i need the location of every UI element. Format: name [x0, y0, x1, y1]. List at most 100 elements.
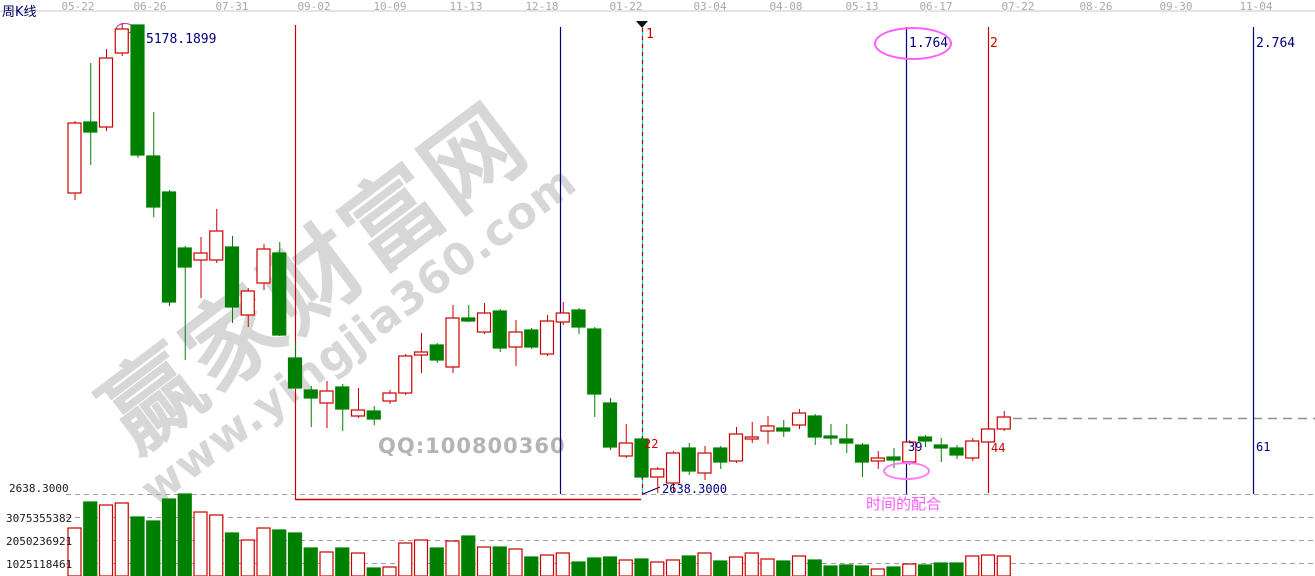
candle	[697, 452, 712, 474]
volume-bar	[697, 552, 712, 576]
candle	[492, 310, 507, 349]
candle	[744, 436, 759, 440]
volume-bar	[933, 562, 948, 576]
date-tick-label: 11-13	[449, 0, 483, 13]
candle	[287, 357, 303, 389]
volume-bar	[272, 529, 287, 576]
volume-bar	[555, 552, 570, 576]
candle	[67, 122, 82, 194]
volume-bar	[996, 555, 1011, 576]
volume-bar	[366, 567, 381, 576]
volume-bar	[398, 542, 413, 576]
candle	[224, 246, 240, 308]
volume-bar	[571, 561, 586, 576]
date-tick-label: 09-02	[297, 0, 331, 13]
volume-bar	[618, 559, 633, 576]
volume-bar	[791, 555, 807, 576]
volume-bar	[650, 561, 665, 576]
candle	[665, 452, 681, 484]
volume-bar	[681, 555, 696, 576]
volume-bar	[256, 527, 271, 576]
date-tick-label: 05-22	[61, 0, 95, 13]
candle	[571, 309, 586, 328]
chart-type-label: 周K线	[2, 5, 37, 20]
candle	[366, 410, 381, 420]
volume-bar	[476, 546, 492, 576]
date-tick-label: 03-04	[693, 0, 727, 13]
volume-bar	[287, 532, 303, 576]
candle	[382, 392, 397, 402]
candle	[413, 351, 429, 356]
date-tick-label: 09-30	[1159, 0, 1193, 13]
volume-bar	[980, 554, 996, 576]
candle	[429, 344, 444, 361]
volume-scale-label-1: 3075355382	[6, 512, 73, 525]
volume-bar	[728, 556, 744, 576]
high-price-annotation: 5178.1899	[146, 32, 217, 47]
volume-bar	[634, 558, 649, 576]
volume-bar	[161, 498, 177, 576]
volume-bar	[713, 560, 728, 576]
candle	[807, 415, 822, 438]
candle	[476, 312, 492, 333]
volume-bar	[524, 556, 539, 576]
candle	[524, 329, 539, 348]
ratio-1-highlight-ellipse	[874, 27, 952, 60]
volume-bar	[886, 566, 901, 576]
volume-bar	[146, 520, 161, 576]
candle	[508, 331, 523, 348]
volume-bar	[823, 565, 838, 576]
date-tick-label: 12-18	[525, 0, 559, 13]
date-tick-label: 06-26	[133, 0, 167, 13]
candle	[114, 28, 129, 54]
date-tick-label: 07-22	[1001, 0, 1035, 13]
volume-bar	[602, 556, 618, 576]
candle	[98, 57, 114, 128]
date-tick-label: 05-13	[845, 0, 879, 13]
bottom-highlight-ellipse	[883, 462, 930, 480]
candle	[398, 355, 413, 394]
volume-bar	[870, 568, 885, 576]
volume-bar	[335, 547, 350, 576]
volume-bar	[854, 565, 870, 576]
candle	[240, 290, 255, 316]
candle	[350, 409, 366, 417]
volume-bar	[209, 514, 224, 576]
candle	[823, 435, 838, 439]
volume-bar	[539, 554, 555, 576]
bar-count-61-label: 61	[1256, 440, 1271, 454]
candle	[587, 328, 602, 395]
volume-bar	[83, 501, 98, 576]
date-tick-label: 04-08	[769, 0, 803, 13]
volume-bar	[240, 539, 255, 576]
volume-bar	[445, 540, 460, 576]
candle	[555, 312, 570, 323]
candle	[870, 457, 885, 462]
candle	[839, 438, 854, 444]
bar-count-22-label: 22	[644, 437, 659, 451]
candle	[146, 155, 161, 208]
candle	[933, 444, 948, 449]
ratio-2-label: 2.764	[1256, 36, 1296, 51]
candle	[776, 427, 791, 432]
candle	[461, 317, 476, 322]
volume-bar	[382, 566, 397, 576]
volume-bar	[98, 504, 114, 576]
candle	[193, 252, 208, 261]
volume-scale-label-3: 1025118461	[6, 558, 73, 571]
volume-bar	[744, 552, 759, 576]
volume-bar	[902, 563, 917, 576]
volume-bar	[508, 548, 523, 576]
candle	[854, 444, 870, 463]
volume-bar	[413, 539, 429, 576]
candle	[303, 389, 318, 399]
date-tick-label: 01-22	[609, 0, 643, 13]
candle	[634, 438, 649, 478]
volume-bar	[665, 559, 681, 576]
candle	[602, 402, 618, 448]
volume-bar	[807, 559, 822, 576]
volume-bar	[224, 532, 240, 576]
candle	[335, 386, 350, 410]
bar-count-39-label: 39	[908, 440, 923, 454]
